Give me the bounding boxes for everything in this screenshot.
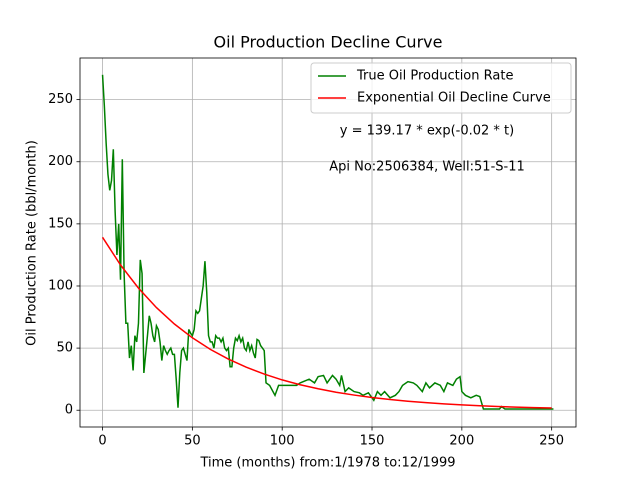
y-tick-label: 100 — [48, 278, 73, 293]
x-tick-label: 0 — [98, 434, 106, 449]
data-line — [101, 74, 554, 410]
y-tick-label: 50 — [56, 341, 73, 356]
x-tick-label: 200 — [449, 434, 474, 449]
chart-title: Oil Production Decline Curve — [214, 33, 443, 52]
x-tick-label: 150 — [360, 434, 385, 449]
legend-box — [310, 62, 572, 114]
x-tick-label: 50 — [184, 434, 201, 449]
y-tick-label: 250 — [48, 92, 73, 107]
data-line — [101, 236, 552, 409]
y-tick-label: 150 — [48, 216, 73, 231]
plot-frame — [79, 57, 577, 428]
y-axis-label: Oil Production Rate (bbl/month) — [25, 140, 40, 346]
x-axis-label: Time (months) from:1/1978 to:12/1999 — [199, 456, 455, 471]
y-tick-label: 0 — [65, 403, 73, 418]
legend-label: Exponential Oil Decline Curve — [357, 91, 551, 106]
legend-label: True Oil Production Rate — [356, 69, 513, 84]
x-tick-label: 250 — [539, 434, 564, 449]
x-tick-label: 100 — [270, 434, 295, 449]
annotation: y = 139.17 * exp(-0.02 * t) — [340, 124, 514, 139]
y-tick-label: 200 — [48, 154, 73, 169]
annotation: Api No:2506384, Well:51-S-11 — [329, 160, 525, 175]
